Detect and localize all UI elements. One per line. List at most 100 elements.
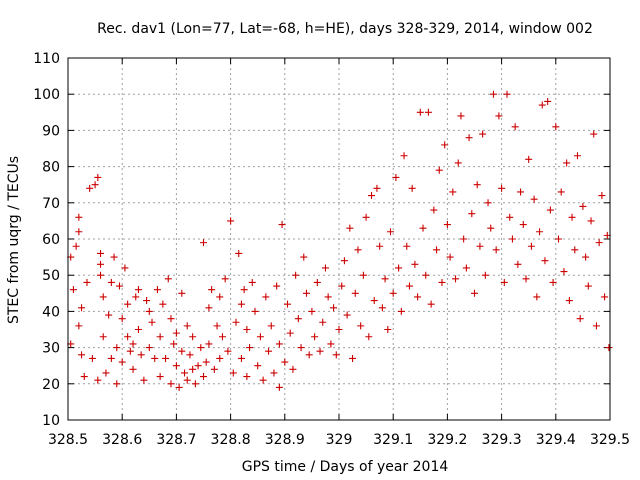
data-point xyxy=(433,246,441,254)
data-point xyxy=(498,184,506,192)
data-point xyxy=(153,286,161,294)
data-point xyxy=(294,315,302,323)
data-point xyxy=(519,221,527,229)
data-point xyxy=(115,282,123,290)
data-point xyxy=(229,369,237,377)
data-point xyxy=(208,286,216,294)
data-point xyxy=(137,351,145,359)
data-point xyxy=(557,188,565,196)
data-point xyxy=(237,354,245,362)
data-points xyxy=(67,90,613,391)
data-point xyxy=(568,213,576,221)
data-point xyxy=(319,318,327,326)
data-point xyxy=(335,326,343,333)
data-point xyxy=(275,383,283,391)
data-point xyxy=(129,365,137,373)
data-point xyxy=(94,173,102,181)
data-point xyxy=(172,329,180,337)
x-tick-label: 328.8 xyxy=(211,432,251,448)
data-point xyxy=(500,278,508,286)
data-point xyxy=(595,239,603,247)
data-point xyxy=(281,358,289,366)
data-point xyxy=(587,217,595,225)
data-point xyxy=(419,224,427,232)
data-point xyxy=(99,293,107,301)
data-point xyxy=(75,322,83,330)
data-point xyxy=(205,340,213,348)
data-point xyxy=(78,351,86,359)
data-point xyxy=(243,326,251,333)
data-point xyxy=(465,134,473,142)
data-point xyxy=(126,347,134,355)
data-point xyxy=(527,242,535,250)
x-tick-label: 329 xyxy=(326,432,353,448)
data-point xyxy=(584,282,592,290)
data-point xyxy=(324,293,332,301)
data-point xyxy=(489,90,497,98)
data-point xyxy=(552,123,560,131)
data-point xyxy=(91,181,99,189)
y-tick-label: 70 xyxy=(42,196,60,212)
data-point xyxy=(251,307,259,315)
data-point xyxy=(191,380,199,388)
data-point xyxy=(300,253,308,261)
data-point xyxy=(517,188,525,196)
data-point xyxy=(134,326,142,333)
data-point xyxy=(183,376,191,384)
data-point xyxy=(235,249,243,257)
data-point xyxy=(224,347,232,355)
data-point xyxy=(200,373,207,381)
data-point xyxy=(145,307,153,315)
data-point xyxy=(582,253,590,261)
data-point xyxy=(181,369,189,377)
data-point xyxy=(88,354,96,362)
data-point xyxy=(340,257,348,265)
y-tick-label: 90 xyxy=(42,123,60,139)
data-point xyxy=(479,130,487,138)
data-point xyxy=(416,108,424,116)
data-point xyxy=(555,235,563,243)
x-tick-label: 328.9 xyxy=(265,432,305,448)
data-point xyxy=(427,300,435,308)
data-point xyxy=(359,271,367,279)
data-point xyxy=(487,224,495,232)
y-axis-label: STEC from uqrg / TECUs xyxy=(6,156,22,324)
data-point xyxy=(327,340,335,348)
data-point xyxy=(286,329,294,337)
data-point xyxy=(83,278,91,286)
data-point xyxy=(237,300,245,308)
chart-title: Rec. dav1 (Lon=77, Lat=-68, h=HE), days … xyxy=(97,21,593,37)
data-point xyxy=(538,101,546,109)
data-point xyxy=(267,322,275,330)
data-point xyxy=(118,358,126,366)
data-point xyxy=(99,333,107,341)
data-point xyxy=(97,271,105,279)
data-point xyxy=(438,278,446,286)
data-point xyxy=(330,304,338,312)
y-tick-label: 20 xyxy=(42,377,60,393)
data-point xyxy=(452,275,460,283)
data-point xyxy=(522,275,530,283)
data-point xyxy=(75,213,83,221)
data-point xyxy=(189,365,197,373)
data-point xyxy=(508,235,516,243)
x-tick-label: 328.6 xyxy=(102,432,142,448)
data-point xyxy=(297,344,305,352)
data-point xyxy=(503,90,511,98)
data-point xyxy=(430,206,438,214)
data-point xyxy=(254,362,262,370)
data-point xyxy=(544,97,552,105)
data-point xyxy=(321,264,329,272)
data-point xyxy=(338,282,346,290)
data-point xyxy=(213,322,221,330)
data-point xyxy=(94,376,102,384)
data-point xyxy=(446,253,454,261)
data-point xyxy=(216,354,224,362)
data-point xyxy=(541,257,549,265)
data-point xyxy=(392,173,400,181)
data-point xyxy=(457,112,465,120)
data-point xyxy=(462,264,470,272)
data-point xyxy=(156,333,164,341)
